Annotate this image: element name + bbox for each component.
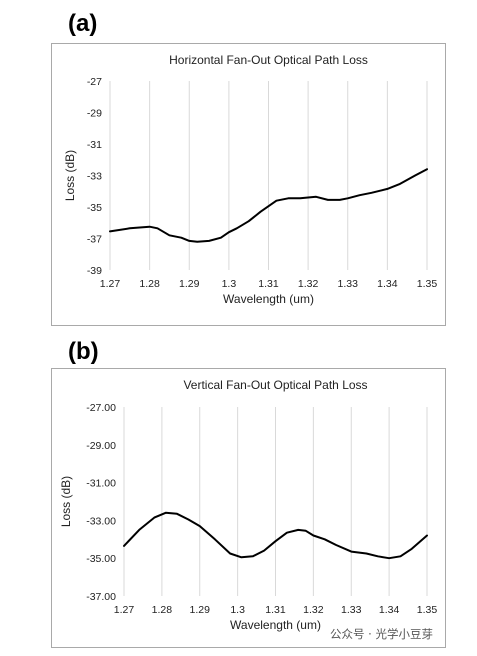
x-tick-label: 1.33 [341, 604, 362, 616]
x-axis-title: Wavelength (um) [230, 618, 321, 632]
x-tick-label: 1.3 [222, 278, 237, 290]
panel-label-b: (b) [68, 338, 99, 365]
loss-series-line [123, 511, 428, 560]
y-tick-label: -29 [87, 108, 102, 120]
y-tick-label: -37.00 [86, 591, 116, 603]
y-tick-label: -35.00 [86, 553, 116, 565]
x-tick-label: 1.27 [114, 604, 135, 616]
chart-frame-horizontal: Horizontal Fan-Out Optical Path Loss 1.27… [51, 43, 446, 326]
y-tick-label: -33 [87, 171, 102, 183]
x-tick-label: 1.3 [230, 604, 245, 616]
x-tick-label: 1.29 [179, 278, 200, 290]
x-tick-label: 1.34 [379, 604, 400, 616]
x-tick-label: 1.29 [190, 604, 211, 616]
x-tick-label: 1.33 [338, 278, 359, 290]
x-tick-label: 1.28 [152, 604, 173, 616]
x-tick-label: 1.35 [417, 278, 438, 290]
y-tick-label: -39 [87, 265, 102, 277]
y-tick-label: -27.00 [86, 402, 116, 414]
y-tick-label: -27 [87, 76, 102, 88]
x-tick-label: 1.28 [139, 278, 160, 290]
x-tick-label: 1.35 [417, 604, 438, 616]
y-tick-label: -31.00 [86, 478, 116, 490]
y-tick-label: -29.00 [86, 440, 116, 452]
watermark-text: 公众号 · 光学小豆芽 [330, 627, 433, 641]
horizontal-loss-chart: Horizontal Fan-Out Optical Path Loss 1.27… [63, 53, 438, 306]
x-tick-label: 1.27 [100, 278, 121, 290]
chart-title: Vertical Fan-Out Optical Path Loss [183, 378, 367, 392]
y-tick-label: -31 [87, 139, 102, 151]
x-tick-label: 1.31 [265, 604, 286, 616]
y-tick-label: -33.00 [86, 515, 116, 527]
x-tick-label: 1.31 [258, 278, 279, 290]
x-tick-label: 1.32 [303, 604, 324, 616]
y-axis-title: Loss (dB) [59, 476, 73, 527]
y-axis-title: Loss (dB) [63, 150, 77, 201]
x-tick-label: 1.34 [377, 278, 398, 290]
x-tick-label: 1.32 [298, 278, 319, 290]
panel-label-a: (a) [68, 10, 98, 37]
y-tick-label: -37 [87, 234, 102, 246]
vertical-loss-chart: Vertical Fan-Out Optical Path Loss 1.27 1.… [59, 378, 438, 632]
y-tick-label: -35 [87, 202, 102, 214]
chart-title: Horizontal Fan-Out Optical Path Loss [169, 53, 368, 67]
loss-series-line [109, 168, 428, 243]
x-axis-title: Wavelength (um) [223, 292, 314, 306]
chart-frame-vertical: Vertical Fan-Out Optical Path Loss 1.27 1.… [51, 368, 446, 648]
